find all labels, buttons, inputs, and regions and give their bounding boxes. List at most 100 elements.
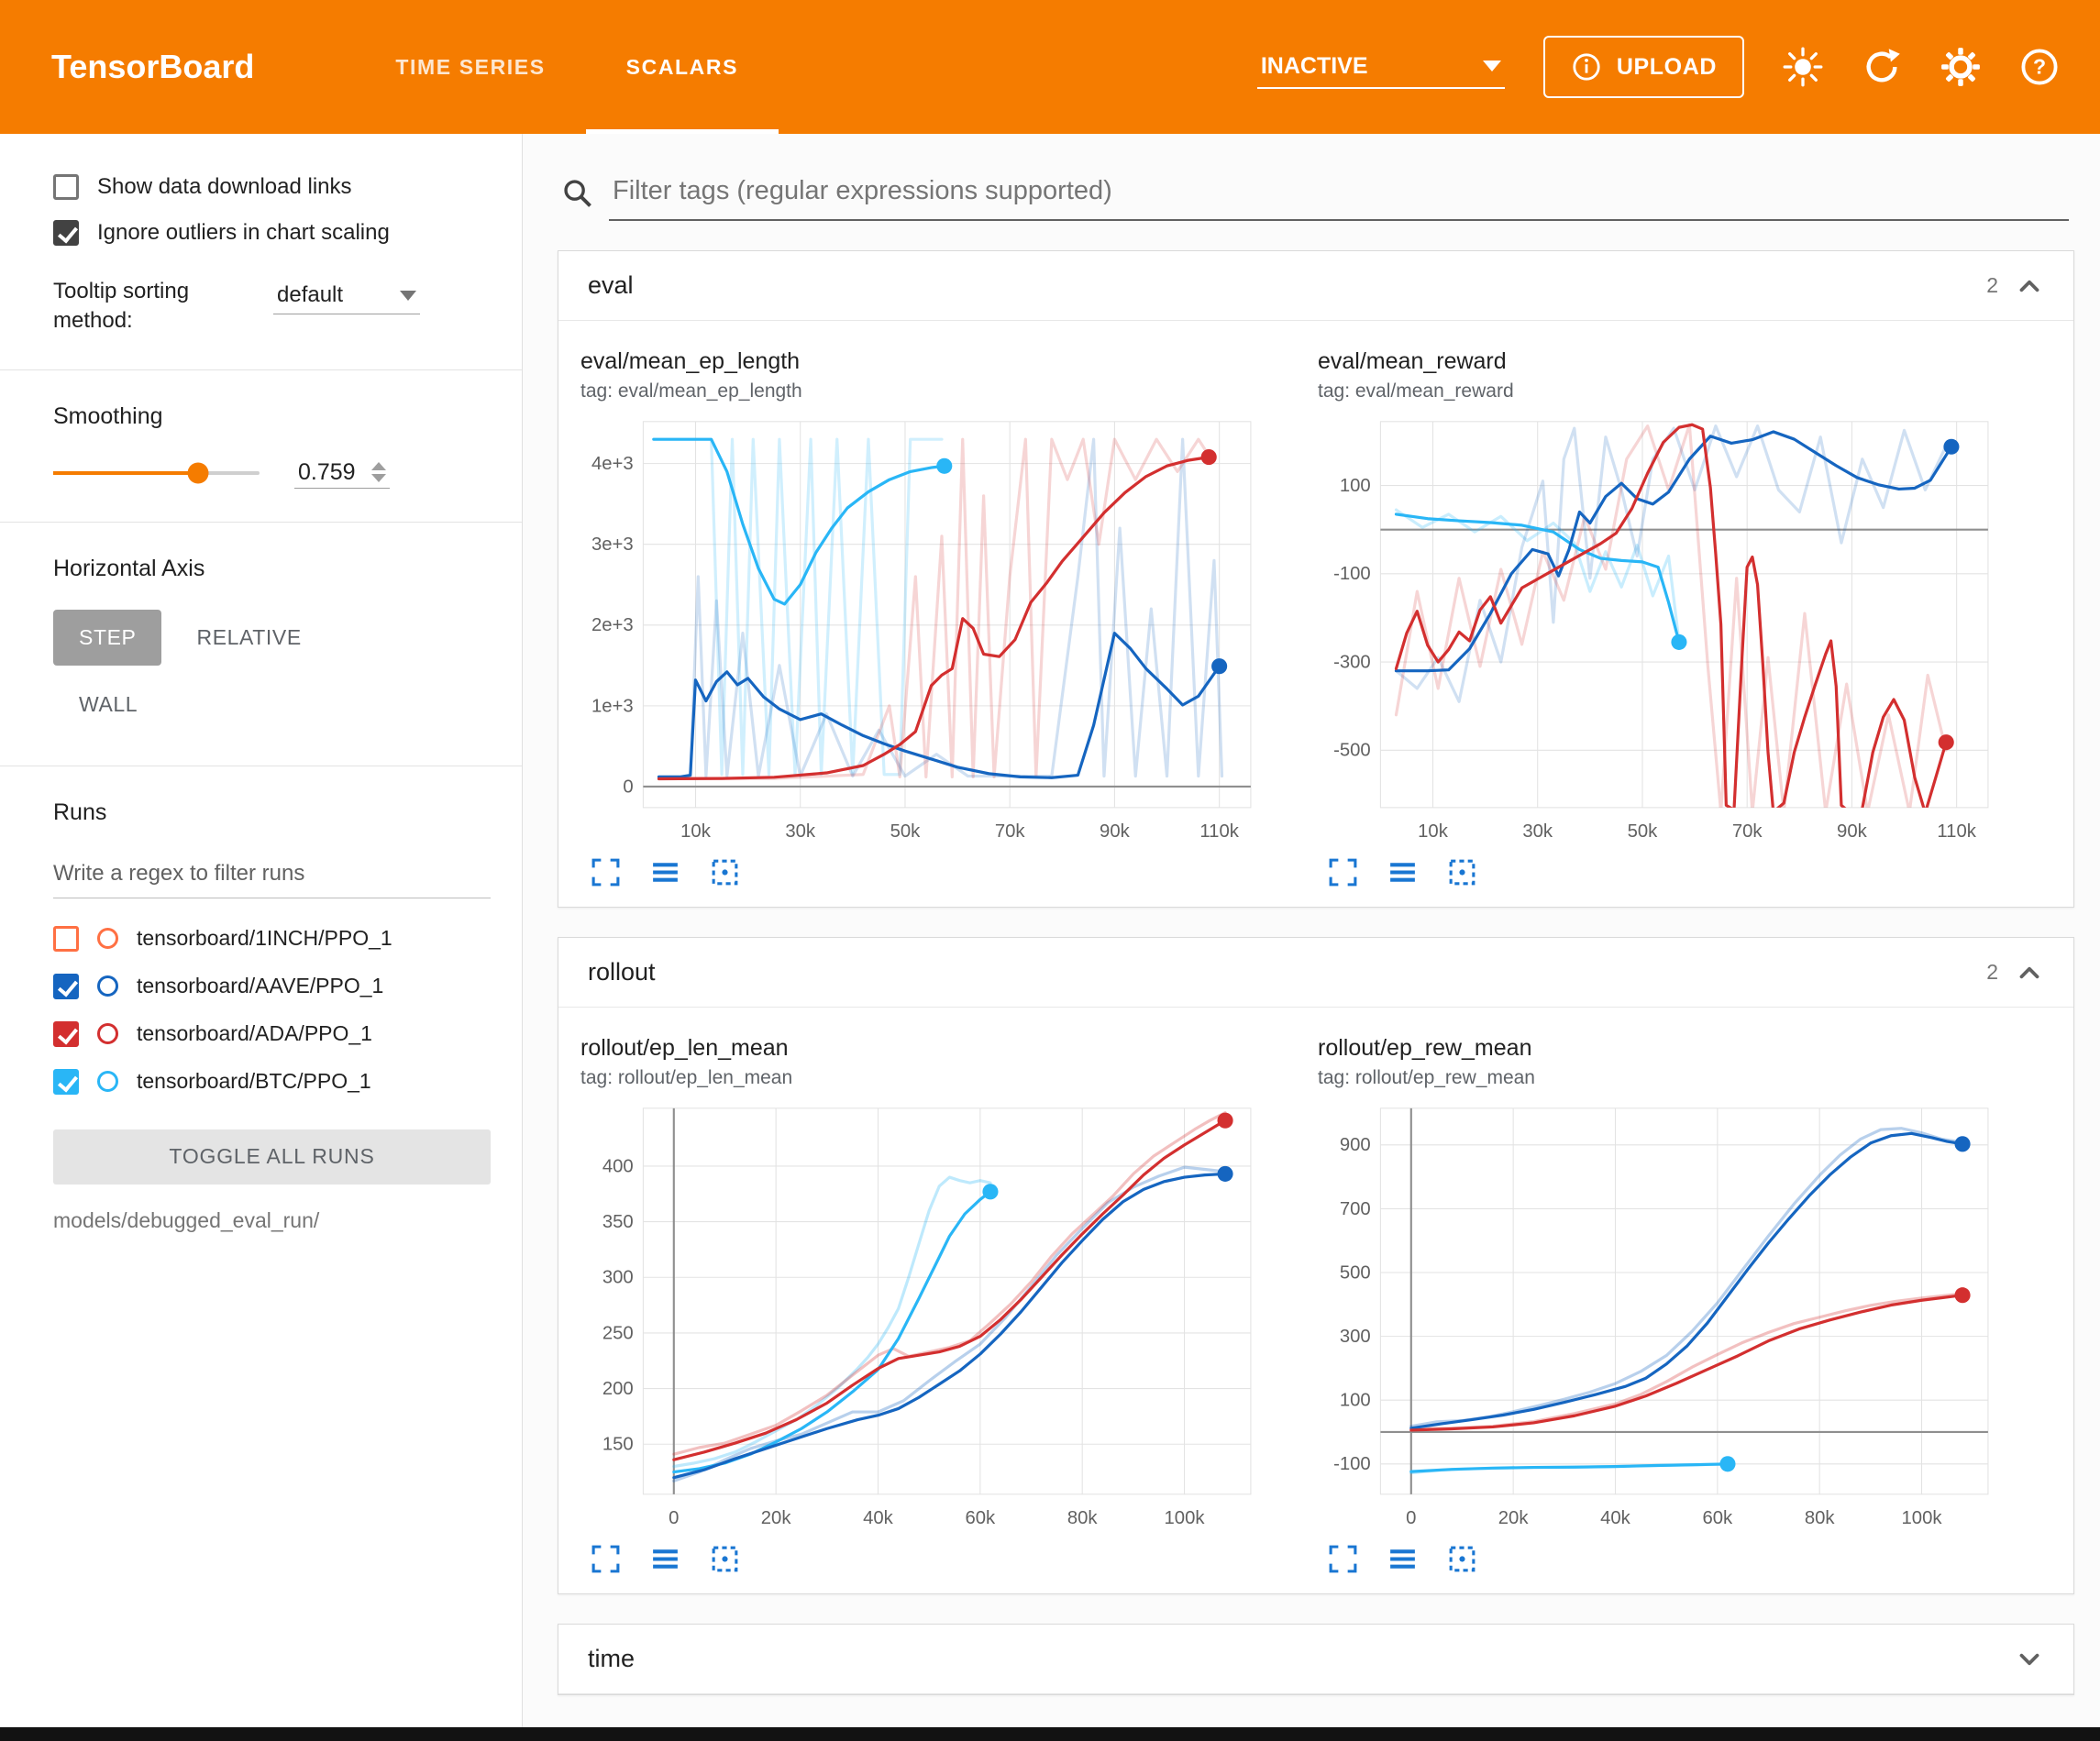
svg-text:0: 0: [669, 1508, 679, 1528]
divider: [0, 369, 522, 370]
section-eval-header[interactable]: eval 2: [558, 251, 2073, 321]
main-content: eval 2 eval/mean_ep_length tag: eval/mea…: [523, 134, 2100, 1727]
brightness-icon[interactable]: [1783, 47, 1823, 87]
fit-domain-icon[interactable]: [1446, 856, 1478, 888]
chevron-up-icon[interactable]: [2015, 958, 2044, 987]
line-chart-canvas[interactable]: 0 20k 40k 60k 80k 100k -100 100 300 500 700 900: [1318, 1096, 2018, 1539]
app-title: TensorBoard: [51, 48, 255, 85]
chart-tag: tag: rollout/ep_len_mean: [580, 1067, 793, 1088]
chart-eval-mean-ep-length: eval/mean_ep_length tag: eval/mean_ep_le…: [580, 348, 1281, 894]
axis-wall-button[interactable]: WALL: [53, 677, 163, 733]
show-download-links-checkbox[interactable]: [53, 174, 79, 200]
tab-time-series[interactable]: TIME SERIES: [395, 54, 546, 79]
data-table-icon[interactable]: [649, 1543, 681, 1575]
run-row-1inch[interactable]: tensorboard/1INCH/PPO_1: [53, 925, 491, 952]
axis-relative-button[interactable]: RELATIVE: [171, 610, 326, 666]
settings-gear-icon[interactable]: [1940, 47, 1981, 87]
run-row-ada[interactable]: tensorboard/ADA/PPO_1: [53, 1020, 491, 1047]
chevron-down-icon[interactable]: [2015, 1645, 2044, 1674]
svg-text:300: 300: [602, 1268, 634, 1288]
line-chart-canvas[interactable]: 10k 30k 50k 70k 90k 110k 0 1e+3 2e+3 3e+3 4e+3: [580, 410, 1281, 853]
section-title: rollout: [588, 958, 656, 986]
tooltip-sorting-label: Tooltip sorting method:: [53, 279, 190, 334]
refresh-icon[interactable]: [1862, 47, 1902, 87]
svg-text:60k: 60k: [965, 1508, 996, 1528]
search-icon: [564, 179, 591, 207]
runs-filter-input[interactable]: [53, 853, 491, 898]
section-title: time: [588, 1645, 636, 1672]
svg-text:4e+3: 4e+3: [591, 454, 634, 474]
tab-scalars[interactable]: SCALARS: [585, 0, 779, 134]
run-label: tensorboard/ADA/PPO_1: [137, 1021, 372, 1046]
stepper-arrows[interactable]: [371, 462, 386, 483]
svg-text:80k: 80k: [1067, 1508, 1099, 1528]
section-count: 2: [1986, 273, 1998, 297]
show-download-links-row[interactable]: Show data download links: [53, 174, 491, 200]
svg-text:60k: 60k: [1702, 1508, 1733, 1528]
chart-rollout-ep-rew-mean: rollout/ep_rew_mean tag: rollout/ep_rew_…: [1318, 1035, 2018, 1581]
expand-chart-icon[interactable]: [1327, 1543, 1359, 1575]
app-header: TensorBoard TIME SERIES SCALARS INACTIVE…: [0, 0, 2100, 134]
section-time-header[interactable]: time: [558, 1625, 2073, 1694]
svg-text:110k: 110k: [1937, 821, 1976, 842]
run-checkbox[interactable]: [53, 925, 79, 952]
svg-text:-100: -100: [1333, 1454, 1371, 1474]
data-table-icon[interactable]: [1387, 856, 1419, 888]
svg-text:30k: 30k: [785, 821, 816, 842]
ignore-outliers-checkbox[interactable]: [53, 220, 79, 246]
data-table-icon[interactable]: [1387, 1543, 1419, 1575]
expand-chart-icon[interactable]: [590, 856, 622, 888]
svg-text:700: 700: [1340, 1199, 1371, 1219]
svg-text:2e+3: 2e+3: [591, 615, 634, 635]
line-chart-canvas[interactable]: 0 20k 40k 60k 80k 100k 150 200 250 300 350 400: [580, 1096, 1281, 1539]
help-icon[interactable]: ?: [2019, 47, 2060, 87]
svg-text:1e+3: 1e+3: [591, 696, 634, 716]
svg-text:10k: 10k: [680, 821, 712, 842]
sidebar: Show data download links Ignore outliers…: [0, 134, 523, 1727]
slider-thumb[interactable]: [187, 462, 208, 484]
slider-fill: [53, 470, 198, 475]
run-checkbox[interactable]: [53, 973, 79, 999]
run-checkbox[interactable]: [53, 1020, 79, 1047]
line-chart-canvas[interactable]: 10k 30k 50k 70k 90k 110k 100 -100 -300 -500: [1318, 410, 2018, 853]
fit-domain-icon[interactable]: [709, 856, 741, 888]
fit-domain-icon[interactable]: [1446, 1543, 1478, 1575]
fit-domain-icon[interactable]: [709, 1543, 741, 1575]
chart-tag: tag: eval/mean_ep_length: [580, 380, 802, 402]
smoothing-slider[interactable]: [53, 462, 260, 484]
chevron-up-icon[interactable]: [2015, 271, 2044, 301]
upload-button[interactable]: UPLOAD: [1542, 36, 1744, 98]
run-checkbox[interactable]: [53, 1068, 79, 1095]
svg-text:70k: 70k: [1732, 821, 1763, 842]
axis-step-button[interactable]: STEP: [53, 609, 162, 666]
svg-text:?: ?: [2033, 55, 2046, 79]
run-color-swatch: [97, 928, 118, 950]
chart-title: eval/mean_reward: [1318, 348, 1507, 374]
ignore-outliers-label: Ignore outliers in chart scaling: [97, 220, 390, 245]
filter-tags-input[interactable]: [609, 165, 2069, 221]
ignore-outliers-row[interactable]: Ignore outliers in chart scaling: [53, 220, 491, 246]
status-dropdown[interactable]: INACTIVE: [1256, 46, 1505, 89]
svg-text:100: 100: [1340, 1391, 1371, 1411]
expand-chart-icon[interactable]: [590, 1543, 622, 1575]
show-download-links-label: Show data download links: [97, 174, 352, 199]
tooltip-sorting-dropdown[interactable]: default: [273, 277, 420, 314]
run-row-aave[interactable]: tensorboard/AAVE/PPO_1: [53, 973, 491, 999]
svg-text:100k: 100k: [1165, 1508, 1206, 1528]
expand-chart-icon[interactable]: [1327, 856, 1359, 888]
svg-text:400: 400: [602, 1156, 634, 1176]
svg-text:0: 0: [1406, 1508, 1416, 1528]
chart-title: eval/mean_ep_length: [580, 348, 801, 374]
upload-label: UPLOAD: [1616, 53, 1717, 80]
section-count: 2: [1986, 960, 1998, 984]
run-label: tensorboard/1INCH/PPO_1: [137, 926, 392, 951]
svg-text:0: 0: [623, 777, 633, 797]
chart-tag: tag: eval/mean_reward: [1318, 380, 1514, 402]
top-nav: TIME SERIES SCALARS: [355, 0, 779, 134]
run-row-btc[interactable]: tensorboard/BTC/PPO_1: [53, 1068, 491, 1095]
data-table-icon[interactable]: [649, 856, 681, 888]
toggle-all-runs-button[interactable]: TOGGLE ALL RUNS: [53, 1129, 491, 1185]
smoothing-value-input[interactable]: [298, 458, 371, 486]
section-rollout-header[interactable]: rollout 2: [558, 938, 2073, 1008]
run-color-swatch: [97, 1071, 118, 1093]
